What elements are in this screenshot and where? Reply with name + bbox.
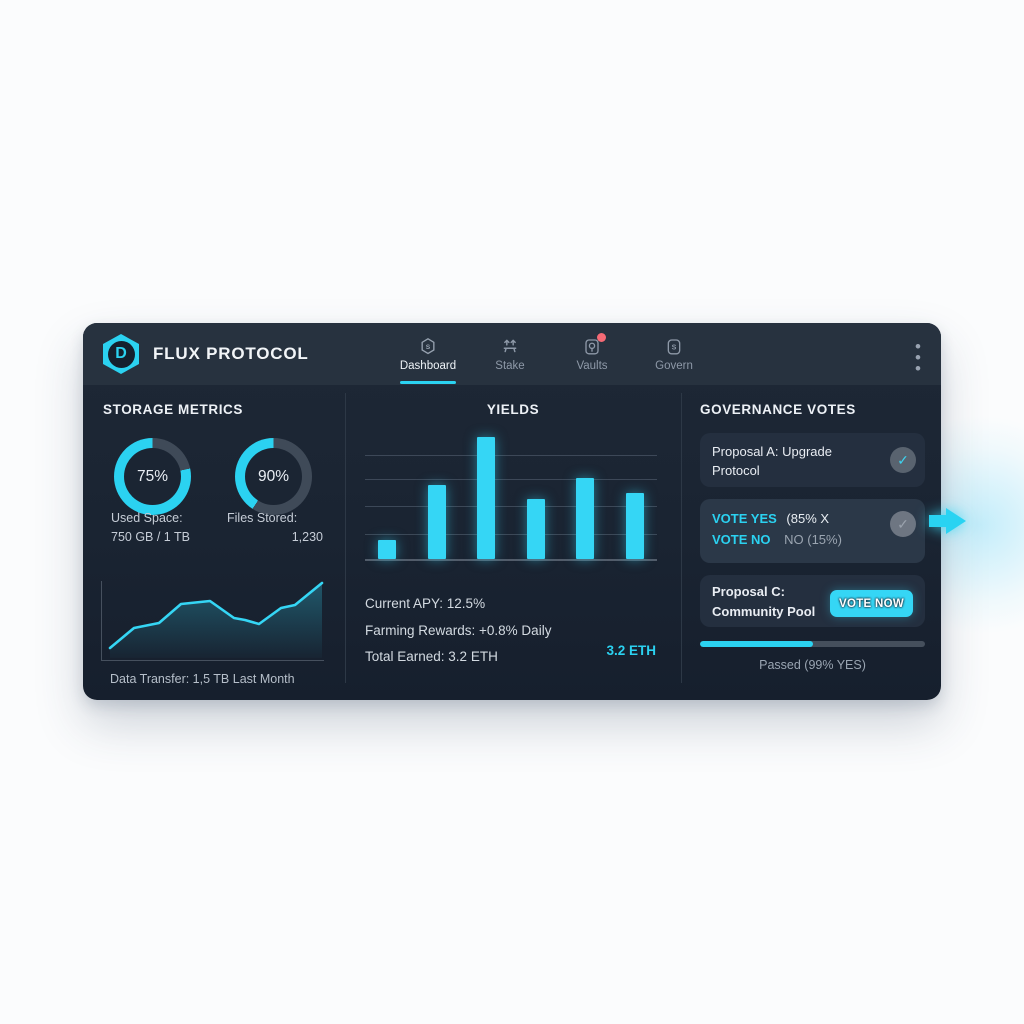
vote-yes-button[interactable]: VOTE YES xyxy=(712,511,777,526)
vote-yes-result: (85% X xyxy=(786,511,830,526)
storage-metrics-title: STORAGE METRICS xyxy=(103,402,244,417)
yield-bar xyxy=(378,540,396,559)
current-apy: Current APY: 12.5% xyxy=(365,596,486,611)
proposal-c-card[interactable]: Proposal C: Community Pool VOTE NOW xyxy=(700,575,925,627)
app-header: D FLUX PROTOCOL S Dashboard xyxy=(83,323,941,385)
data-transfer-caption: Data Transfer: 1,5 TB Last Month xyxy=(110,672,295,686)
used-space-percent: 75% xyxy=(136,467,169,485)
column-divider xyxy=(681,393,682,683)
yields-title: YIELDS xyxy=(486,402,540,417)
vote-now-button[interactable]: VOTE NOW xyxy=(830,590,913,617)
yields-panel: YIELDS Current APY: 12.5% Farming Reward… xyxy=(345,385,681,700)
files-stored-percent: 90% xyxy=(257,467,290,485)
vote-no-result: NO (15%) xyxy=(784,532,842,547)
proposal-a-text: Proposal A: Upgrade Protocol xyxy=(712,444,832,478)
svg-text:S: S xyxy=(672,343,677,351)
column-divider xyxy=(345,393,346,683)
dashboard-card: D FLUX PROTOCOL S Dashboard xyxy=(83,323,941,700)
nav-label: Govern xyxy=(655,360,693,372)
total-earned-highlight: 3.2 ETH xyxy=(606,643,656,658)
gridline xyxy=(365,455,657,456)
farming-rewards: Farming Rewards: +0.8% Daily xyxy=(365,622,552,638)
files-stored-donut-chart: 90% xyxy=(235,438,312,515)
governance-title: GOVERNANCE VOTES xyxy=(700,402,856,417)
yields-bar-chart xyxy=(365,435,657,561)
svg-text:S: S xyxy=(426,344,431,351)
proposal-c-text: Proposal C: Community Pool xyxy=(712,584,816,619)
nav-tab-dashboard[interactable]: S Dashboard xyxy=(391,323,465,385)
kebab-menu-icon[interactable]: • • • xyxy=(915,337,921,378)
brand: D FLUX PROTOCOL xyxy=(101,334,309,374)
check-icon: ✓ xyxy=(897,515,909,532)
governance-progress-bar xyxy=(700,641,925,647)
governance-panel: GOVERNANCE VOTES Proposal A: Upgrade Pro… xyxy=(681,385,941,700)
nav-label: Dashboard xyxy=(399,360,457,372)
yield-bar xyxy=(477,437,496,559)
used-space-label: Used Space: xyxy=(111,511,183,525)
nav-tab-stake[interactable]: Stake xyxy=(473,323,547,385)
stake-arrows-icon xyxy=(500,336,520,357)
used-space-value: 750 GB / 1 TB xyxy=(111,530,190,544)
dashboard-hexagon-icon: S xyxy=(418,336,438,357)
yields-bar-chart-bars xyxy=(365,435,657,559)
app-title: FLUX PROTOCOL xyxy=(153,344,309,363)
nav-tab-vaults[interactable]: Vaults xyxy=(555,323,629,385)
storage-metrics-panel: STORAGE METRICS 75% 90% Used Space: 750 … xyxy=(83,385,345,700)
yields-stats: Current APY: 12.5% Farming Rewards: +0.8… xyxy=(365,591,551,671)
x-axis-baseline xyxy=(365,559,657,561)
gridline xyxy=(365,506,657,507)
check-badge-approved[interactable]: ✓ xyxy=(890,447,916,473)
yield-bar xyxy=(625,493,644,559)
check-badge-pending[interactable]: ✓ xyxy=(890,511,916,537)
files-stored-value: 1,230 xyxy=(291,530,323,544)
pointer-arrow-icon[interactable] xyxy=(929,508,967,534)
arrow-shaft xyxy=(929,515,947,527)
main-nav: S Dashboard Stake xyxy=(391,323,711,385)
total-earned: Total Earned: 3.2 ETH xyxy=(365,649,498,664)
logo-letter: D xyxy=(115,345,127,362)
storage-captions: Used Space: 750 GB / 1 TB Files Stored: … xyxy=(111,509,323,547)
proposal-a-card[interactable]: Proposal A: Upgrade Protocol ✓ xyxy=(700,433,925,487)
data-transfer-line-chart xyxy=(101,581,324,661)
gridline xyxy=(365,534,657,535)
yield-bar xyxy=(526,499,545,559)
used-space-donut-chart: 75% xyxy=(114,438,191,515)
vault-icon xyxy=(582,333,606,357)
govern-icon: S xyxy=(664,336,684,357)
vaults-notification-dot xyxy=(597,333,606,342)
yield-bar xyxy=(576,478,595,559)
governance-progress-fill xyxy=(700,641,813,647)
files-stored-label: Files Stored: xyxy=(227,511,298,525)
proposal-b-card[interactable]: VOTE YES (85% X VOTE NO NO (15%) ✓ xyxy=(700,499,925,563)
vote-no-button[interactable]: VOTE NO xyxy=(712,532,771,547)
gridline xyxy=(365,479,657,480)
flux-logo-icon: D xyxy=(103,334,139,374)
nav-label: Stake xyxy=(495,360,525,372)
passed-result-text: Passed (99% YES) xyxy=(759,658,866,672)
nav-label: Vaults xyxy=(576,360,608,372)
check-icon: ✓ xyxy=(897,451,909,468)
arrow-head xyxy=(946,508,966,534)
yield-bar xyxy=(427,485,446,559)
nav-tab-govern[interactable]: S Govern xyxy=(637,323,711,385)
